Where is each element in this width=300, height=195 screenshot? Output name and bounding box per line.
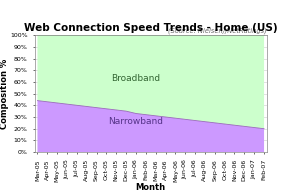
X-axis label: Month: Month (136, 183, 166, 192)
Text: Narrowband: Narrowband (109, 117, 164, 126)
Text: Broadband: Broadband (111, 74, 160, 83)
Text: (Source: Nielsen//NetRatings): (Source: Nielsen//NetRatings) (168, 27, 267, 34)
Y-axis label: Composition %: Composition % (0, 58, 8, 129)
Title: Web Connection Speed Trends - Home (US): Web Connection Speed Trends - Home (US) (24, 23, 278, 33)
